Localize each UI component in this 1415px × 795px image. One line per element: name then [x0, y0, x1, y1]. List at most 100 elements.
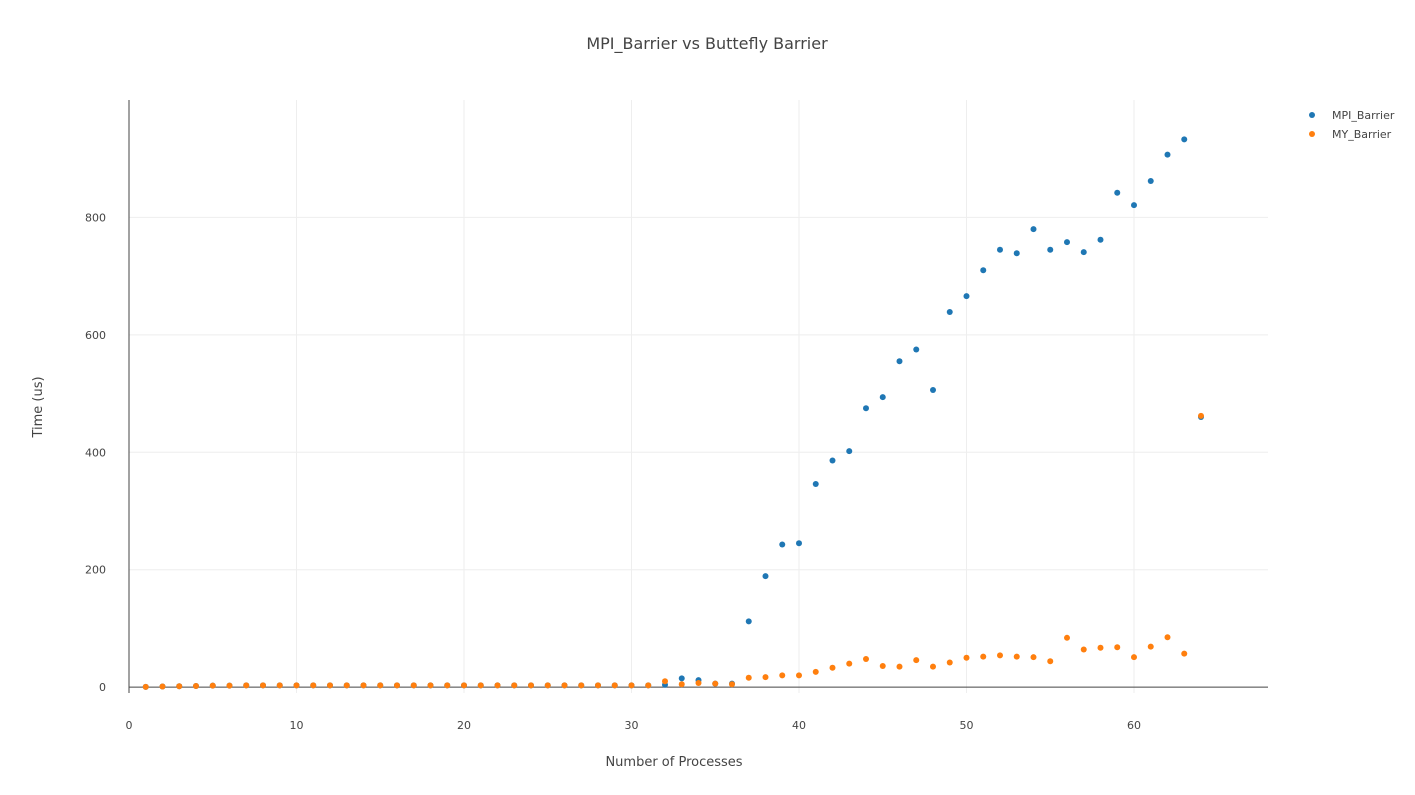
mpi-barrier-point [879, 394, 886, 401]
my-barrier-point [946, 659, 953, 666]
my-barrier-point [1013, 653, 1020, 660]
my-barrier-point [243, 682, 250, 689]
mpi-barrier-point [863, 405, 869, 412]
my-barrier-point [544, 682, 551, 689]
my-barrier-point [1131, 654, 1137, 661]
my-barrier-point [394, 682, 400, 689]
x-tick-label: 60 [1127, 719, 1141, 732]
mpi-barrier-point [829, 457, 836, 464]
mpi-barrier-point [678, 675, 685, 682]
y-tick-label: 600 [85, 329, 106, 342]
data-points [142, 136, 1204, 690]
my-barrier-point [779, 672, 786, 679]
my-barrier-point [796, 672, 802, 679]
my-barrier-point [427, 682, 434, 689]
my-barrier-point [1030, 654, 1037, 661]
y-axis-ticks: 0 200 400 600 800 [85, 211, 106, 694]
x-tick-label: 30 [625, 719, 639, 732]
my-barrier-point [645, 682, 652, 689]
mpi-barrier-point [1164, 151, 1171, 158]
my-barrier-point [611, 682, 618, 689]
mpi-barrier-point [796, 540, 802, 547]
x-tick-label: 40 [792, 719, 806, 732]
mpi-barrier-point [846, 448, 853, 455]
x-axis-ticks: 0 10 20 30 40 50 60 [126, 719, 1142, 732]
my-barrier-point [745, 674, 752, 681]
mpi-barrier-point [980, 267, 987, 274]
my-barrier-point [1164, 634, 1171, 641]
y-tick-label: 800 [85, 211, 106, 224]
my-barrier-point [1097, 644, 1104, 651]
my-barrier-point [327, 682, 333, 689]
x-axis-title: Number of Processes [605, 755, 742, 770]
my-barrier-point [360, 682, 367, 689]
my-barrier-point [176, 683, 183, 690]
my-barrier-point [595, 682, 601, 689]
mpi-barrier-point [1013, 250, 1020, 257]
legend-item-my-barrier[interactable]: MY_Barrier [1309, 128, 1392, 141]
mpi-barrier-point [745, 618, 752, 625]
legend-label: MY_Barrier [1332, 128, 1392, 141]
my-barrier-point [1080, 646, 1087, 653]
my-barrier-point [377, 682, 384, 689]
legend-item-mpi-barrier[interactable]: MPI_Barrier [1309, 109, 1395, 122]
y-axis-title: Time (us) [31, 376, 46, 438]
my-barrier-point [980, 653, 987, 660]
mpi-barrier-point [1181, 136, 1188, 143]
my-barrier-point [997, 652, 1003, 659]
mpi-barrier-point [930, 387, 936, 394]
my-barrier-point [846, 660, 853, 667]
gridlines [129, 100, 1268, 693]
my-barrier-point [695, 680, 702, 687]
my-barrier-point [293, 682, 300, 689]
my-barrier-point [913, 657, 920, 664]
my-barrier-point [863, 655, 869, 662]
my-barrier-point [310, 682, 317, 689]
mpi-barrier-point [896, 358, 903, 365]
my-barrier-point [578, 682, 585, 689]
my-barrier-point [511, 682, 518, 689]
my-barrier-point [662, 678, 668, 685]
my-barrier-point [1114, 644, 1121, 651]
my-barrier-point [712, 680, 719, 687]
my-barrier-point [209, 682, 216, 689]
my-barrier-point [896, 663, 903, 670]
mpi-barrier-point [1097, 236, 1104, 243]
legend[interactable]: MPI_Barrier MY_Barrier [1309, 109, 1395, 141]
x-tick-label: 0 [126, 719, 133, 732]
my-barrier-point [1047, 658, 1054, 665]
my-barrier-point [930, 663, 936, 670]
my-barrier-point [1064, 634, 1070, 641]
zero-lines [128, 100, 1268, 693]
x-tick-label: 10 [290, 719, 304, 732]
my-barrier-point [477, 682, 484, 689]
my-barrier-point [561, 682, 568, 689]
mpi-barrier-point [1047, 246, 1054, 253]
my-barrier-point [729, 681, 735, 688]
mpi-barrier-point [1131, 202, 1137, 209]
mpi-barrier-point [963, 293, 970, 300]
y-tick-label: 400 [85, 446, 106, 459]
legend-label: MPI_Barrier [1332, 109, 1395, 122]
mpi-barrier-point [762, 573, 769, 580]
my-barrier-point [142, 683, 149, 690]
my-barrier-point [829, 664, 836, 671]
my-barrier-point [628, 682, 635, 689]
my-barrier-point [494, 682, 501, 689]
my-barrier-point [762, 674, 769, 681]
my-barrier-point [260, 682, 266, 689]
my-barrier-point [879, 662, 886, 669]
legend-marker [1309, 131, 1315, 137]
my-barrier-point [410, 682, 417, 689]
chart-title: MPI_Barrier vs Buttefly Barrier [586, 34, 828, 54]
my-barrier-point [193, 682, 199, 689]
my-barrier-point [461, 682, 467, 689]
mpi-barrier-point [1030, 226, 1037, 233]
my-barrier-point [159, 683, 166, 690]
my-barrier-point [528, 682, 534, 689]
my-barrier-point [812, 668, 819, 675]
my-barrier-point [1198, 412, 1204, 419]
mpi-barrier-point [946, 308, 953, 315]
